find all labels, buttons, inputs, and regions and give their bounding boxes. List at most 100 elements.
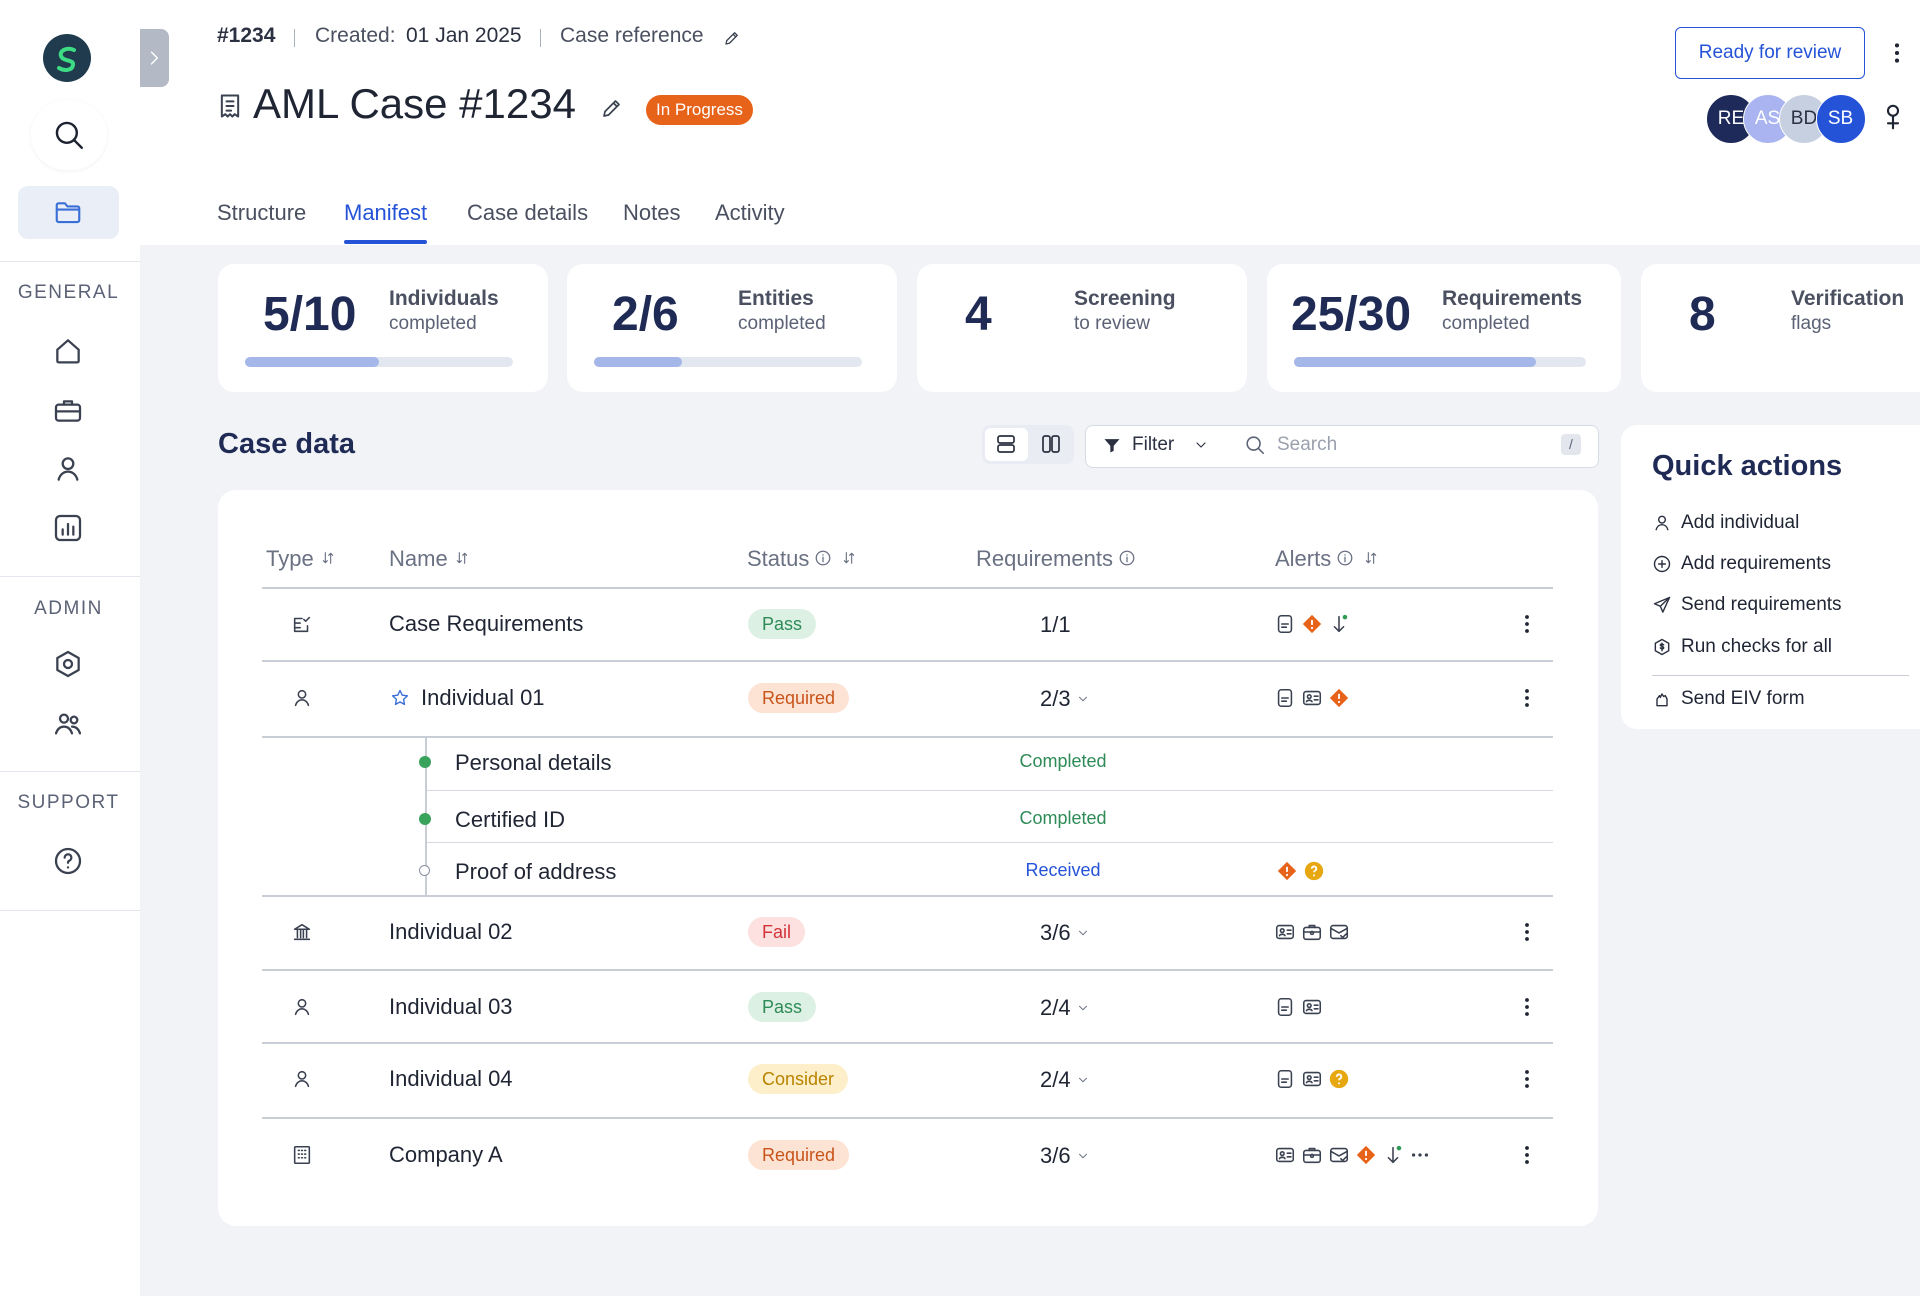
tree-dot: [419, 756, 431, 768]
icon: [1079, 696, 1087, 702]
icon: [1302, 1147, 1322, 1164]
icon: [1277, 1069, 1293, 1089]
icon: [54, 514, 82, 542]
chevR-icon: [144, 48, 164, 68]
icon: [1302, 924, 1322, 941]
quick-action[interactable]: Send EIV form: [1681, 688, 1805, 709]
icon: [1525, 689, 1529, 707]
nav-cases-active[interactable]: [18, 186, 119, 239]
icon-shape: [603, 100, 620, 117]
action-icon: [1652, 513, 1672, 533]
icon: [603, 100, 620, 117]
icon-shape: [1302, 1149, 1322, 1164]
icon: [1277, 861, 1297, 881]
icon-shape: [1277, 688, 1293, 708]
icon-shape: [1365, 552, 1377, 564]
icon: [54, 400, 82, 422]
nav-home: [52, 335, 84, 367]
table-card: [218, 490, 1598, 1226]
icon: [1654, 638, 1670, 656]
sidebar-divider: [0, 576, 140, 577]
icon-shape: [1302, 1071, 1322, 1087]
icon: [57, 46, 76, 72]
info-icon: [1336, 549, 1354, 567]
stat-card: 8 Verification flags: [1641, 264, 1920, 392]
icon: [293, 616, 311, 633]
icon-shape: [150, 51, 159, 65]
info-icon: [814, 549, 832, 567]
icon-shape: [1525, 622, 1529, 626]
nav-chart: [52, 512, 84, 544]
collapse-tab[interactable]: [140, 29, 169, 87]
icon-shape: [1525, 1160, 1529, 1164]
icon-shape: [1657, 515, 1667, 524]
requirements: 3/6: [1040, 920, 1071, 945]
expand-toggle: [1076, 1149, 1090, 1163]
icon-shape: [1126, 554, 1128, 556]
quick-actions-title: Quick actions: [1652, 450, 1843, 482]
icon: [55, 121, 83, 149]
icon: [1333, 614, 1348, 633]
sort-button: [841, 550, 857, 566]
search-box[interactable]: [1228, 425, 1599, 468]
quick-action[interactable]: Run checks for all: [1681, 636, 1833, 657]
tab[interactable]: Structure: [217, 200, 307, 225]
separator: [540, 29, 541, 47]
icon-shape: [1329, 1150, 1349, 1162]
subrow-status: Completed: [1019, 808, 1107, 828]
icon-shape: [1659, 642, 1665, 652]
icon-shape: [1079, 1153, 1087, 1159]
tab[interactable]: Manifest: [344, 200, 428, 225]
stat-label: Individuals: [389, 287, 499, 310]
quick-action[interactable]: Add requirements: [1681, 553, 1831, 574]
review-button[interactable]: Ready for review: [1675, 27, 1865, 79]
icon-shape: [1277, 614, 1293, 634]
icon-shape: [1285, 873, 1289, 877]
icon: [1653, 555, 1671, 573]
type-icon: [291, 687, 313, 709]
icon: [1525, 1146, 1529, 1164]
icon: [1329, 1147, 1349, 1163]
stat-sub: flags: [1791, 313, 1832, 334]
icon-shape: [1329, 927, 1349, 939]
row-divider: [262, 660, 1553, 662]
icon-shape: [54, 725, 82, 735]
quick-action[interactable]: Add individual: [1681, 512, 1800, 533]
quick-actions-card: [1621, 425, 1920, 729]
icon: [725, 32, 738, 45]
icon-shape: [1246, 436, 1261, 451]
icon: [1104, 439, 1120, 453]
icon-shape: [1525, 923, 1529, 927]
filter-button[interactable]: [1085, 425, 1230, 468]
icon-shape: [1119, 550, 1135, 566]
icon-shape: [1525, 696, 1529, 700]
alert-anchor: [1382, 1144, 1404, 1166]
avatar: SB: [1815, 94, 1866, 144]
status-badge: Pass: [748, 609, 817, 639]
row-name: Company A: [389, 1142, 503, 1167]
icon-shape: [69, 715, 79, 725]
quick-action[interactable]: Send requirements: [1681, 594, 1842, 615]
sort-button: [454, 550, 470, 566]
icon-shape: [1411, 1153, 1416, 1157]
search-button[interactable]: [31, 100, 107, 170]
tab[interactable]: Activity: [715, 200, 785, 225]
alert-mailcheck: [1328, 1144, 1350, 1166]
tab[interactable]: Case details: [467, 200, 589, 225]
icon: [1119, 550, 1135, 566]
sidebar-section-label: ADMIN: [34, 598, 103, 619]
stat-card: 4 Screening to review: [917, 264, 1247, 392]
icon-shape: [1525, 629, 1529, 633]
progress-fill: [245, 357, 379, 367]
icon: [1079, 930, 1087, 936]
add-member: [1878, 102, 1908, 132]
icon: [997, 435, 1015, 453]
stat-label: Screening: [1074, 287, 1176, 310]
icon: [1329, 1069, 1349, 1089]
icon-shape: [56, 650, 80, 678]
icon-shape: [66, 866, 70, 869]
type-icon: [291, 1068, 313, 1090]
icon-shape: [822, 554, 824, 556]
tab[interactable]: Notes: [623, 200, 681, 225]
column-header: Status: [747, 546, 810, 571]
